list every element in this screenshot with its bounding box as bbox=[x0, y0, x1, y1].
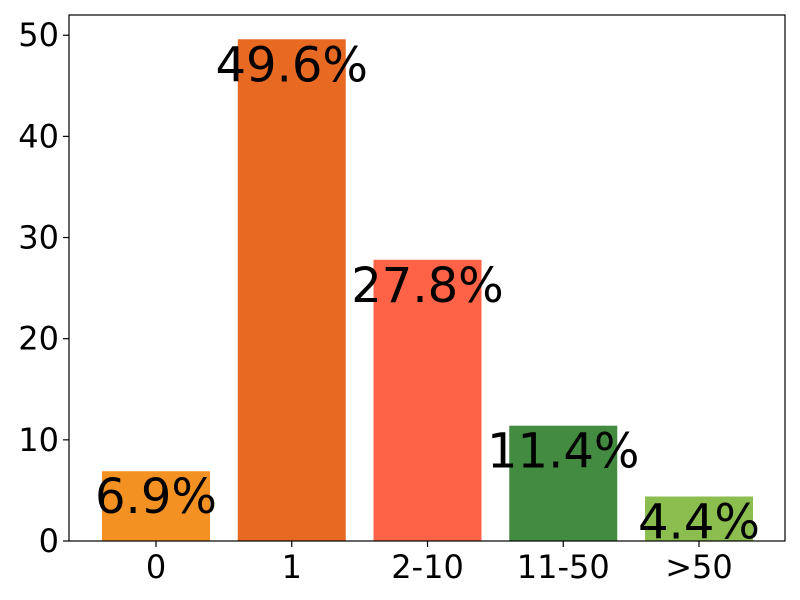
bar-3 bbox=[509, 425, 618, 541]
bar-2 bbox=[373, 259, 482, 541]
bar-4 bbox=[645, 496, 753, 541]
y-tick-label-5: 50 bbox=[18, 16, 59, 54]
y-tick-label-1: 10 bbox=[18, 421, 59, 459]
bar-1 bbox=[237, 39, 346, 542]
x-tick-label-0: 0 bbox=[146, 548, 166, 586]
x-tick-label-2: 2-10 bbox=[391, 548, 464, 586]
data-label-2: 27.8% bbox=[351, 258, 503, 314]
x-tick-label-4: >50 bbox=[665, 548, 733, 586]
data-label-1: 49.6% bbox=[216, 37, 368, 93]
data-label-0: 6.9% bbox=[95, 469, 217, 525]
y-axis: 0 10 20 30 40 50 bbox=[18, 16, 69, 560]
x-tick-label-1: 1 bbox=[282, 548, 302, 586]
bar-0 bbox=[102, 471, 210, 541]
x-axis: 0 1 2-10 11-50 >50 bbox=[146, 541, 733, 586]
y-tick-label-2: 20 bbox=[18, 320, 59, 358]
data-label-4: 4.4% bbox=[638, 494, 760, 550]
y-tick-label-3: 30 bbox=[18, 219, 59, 257]
x-tick-label-3: 11-50 bbox=[517, 548, 610, 586]
data-label-3: 11.4% bbox=[487, 424, 639, 480]
y-tick-label-4: 40 bbox=[18, 117, 59, 155]
bars-layer bbox=[102, 39, 753, 542]
data-labels-layer: 6.9% 49.6% 27.8% 11.4% 4.4% bbox=[95, 37, 760, 550]
y-tick-label-0: 0 bbox=[39, 522, 59, 560]
